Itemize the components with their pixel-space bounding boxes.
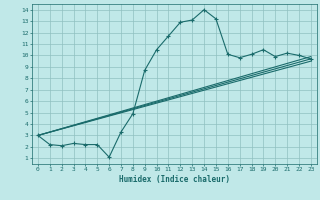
X-axis label: Humidex (Indice chaleur): Humidex (Indice chaleur) [119,175,230,184]
